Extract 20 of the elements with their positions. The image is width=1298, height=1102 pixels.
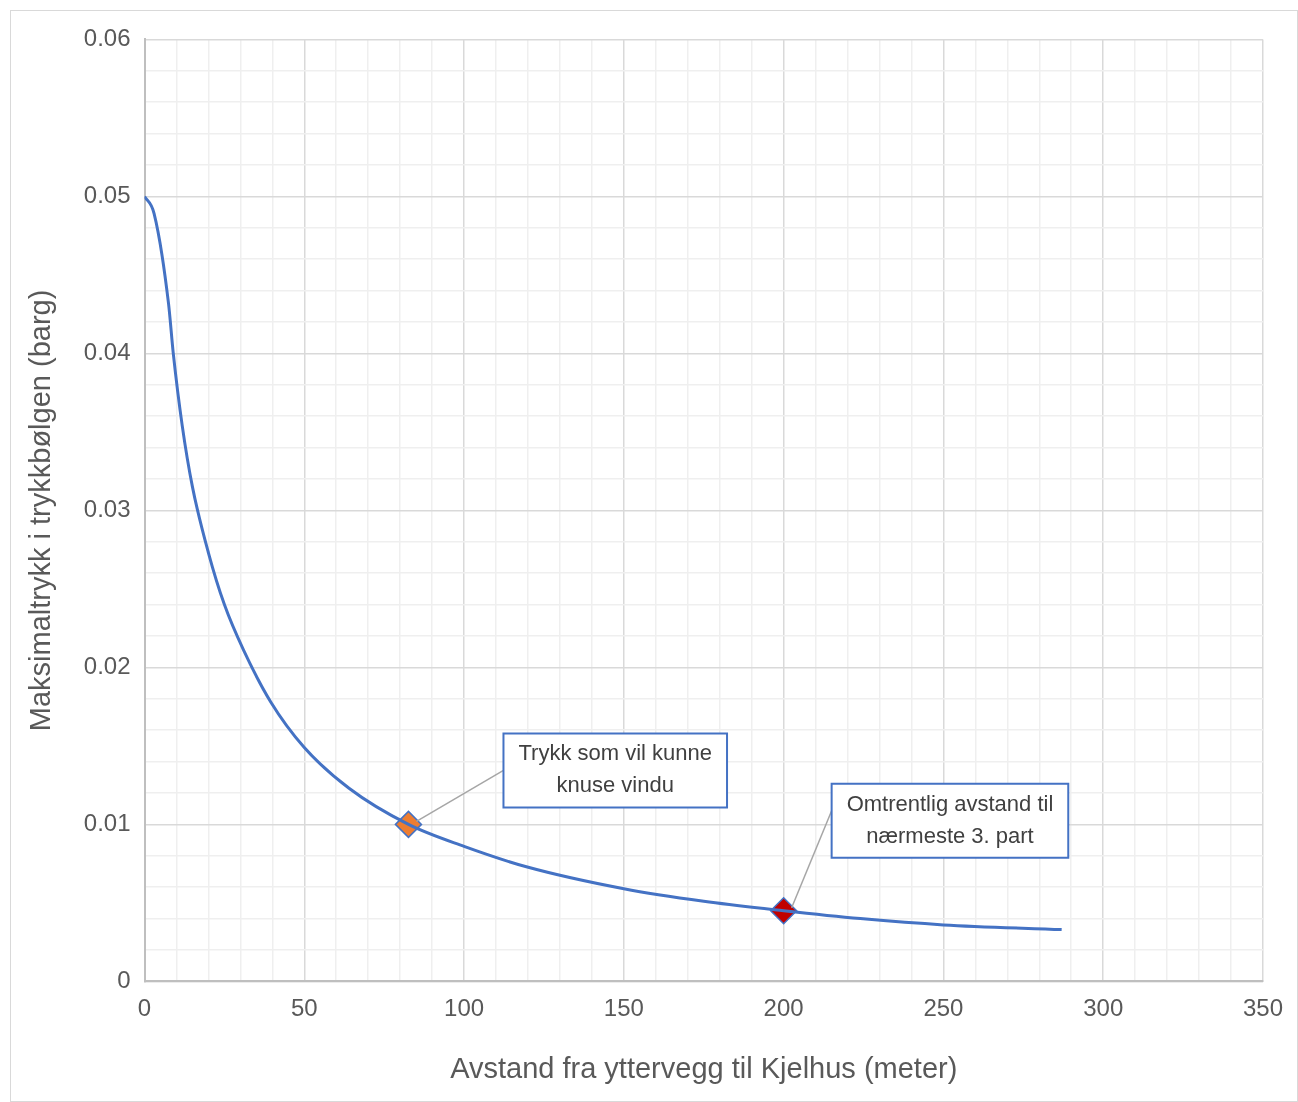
x-tick-label: 100 (444, 994, 485, 1022)
annotation: Omtrentlig avstand til nærmeste 3. part (846, 790, 1054, 848)
y-tick-label: 0 (117, 966, 131, 994)
x-tick-label: 200 (763, 994, 804, 1022)
y-tick-label: 0.02 (83, 652, 131, 680)
x-tick-label: 250 (923, 994, 964, 1022)
x-tick-label: 350 (1242, 994, 1283, 1022)
line-series (144, 194, 1064, 932)
y-tick-label: 0.01 (83, 809, 131, 837)
x-tick-label: 0 (137, 994, 152, 1022)
y-tick-label: 0.05 (83, 181, 131, 209)
x-tick-label: 300 (1083, 994, 1124, 1022)
x-axis-title: Avstand fra yttervegg til Kjelhus (meter) (450, 1051, 958, 1084)
y-axis-title: Maksimaltrykk i trykkbølgen (barg) (24, 289, 57, 732)
annotation: Trykk som vil kunne knuse vindu (518, 740, 713, 798)
y-tick-label: 0.04 (83, 338, 131, 366)
x-tick-label: 50 (290, 994, 318, 1022)
y-tick-label: 0.06 (83, 24, 131, 52)
x-tick-label: 150 (603, 994, 644, 1022)
y-tick-label: 0.03 (83, 495, 131, 523)
